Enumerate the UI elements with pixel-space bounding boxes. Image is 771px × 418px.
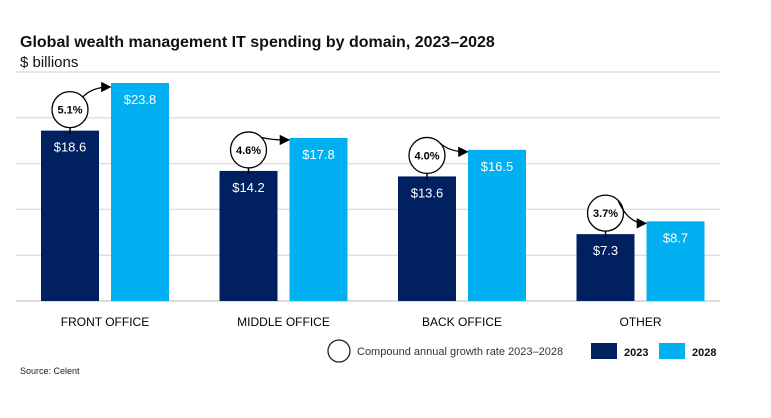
bar-2028: [289, 137, 348, 301]
bar-2028: [111, 82, 169, 301]
legend-swatch-2023: [591, 343, 617, 359]
category-label: MIDDLE OFFICE: [237, 315, 330, 329]
cagr-label: 4.6%: [236, 145, 261, 157]
source-note: Source: Celent: [20, 366, 80, 376]
data-label: $16.5: [481, 159, 514, 174]
cagr-label: 5.1%: [57, 105, 82, 117]
legend-swatch-2028: [659, 343, 685, 359]
growth-arrow: [260, 134, 291, 146]
data-label: $13.6: [411, 185, 444, 200]
data-label: $8.7: [663, 230, 688, 245]
data-label: $23.8: [124, 92, 157, 107]
legend-cagr-label: Compound annual growth rate 2023–2028: [357, 346, 563, 358]
legend-label-2023: 2023: [624, 347, 648, 359]
legend-label-2028: 2028: [692, 347, 716, 359]
cagr-circle: [408, 136, 446, 175]
data-label: $17.8: [302, 147, 335, 162]
data-label: $7.3: [593, 243, 618, 258]
bar-2023: [576, 234, 635, 301]
bar-2028: [468, 149, 526, 301]
cagr-label: 3.7%: [593, 208, 618, 220]
category-label: FRONT OFFICE: [61, 315, 149, 329]
growth-arrow: [617, 200, 648, 229]
growth-arrow: [82, 81, 112, 98]
category-label: OTHER: [620, 315, 662, 329]
bar-2023: [219, 170, 278, 301]
category-label: BACK OFFICE: [422, 315, 502, 329]
chart-title: Global wealth management IT spending by …: [20, 34, 495, 51]
bar-2023: [41, 130, 99, 301]
legend-cagr-icon: [327, 339, 351, 363]
cagr-label: 4.0%: [414, 150, 439, 162]
cagr-circle: [586, 194, 625, 232]
data-label: $14.2: [232, 180, 265, 195]
bar-2028: [646, 221, 705, 301]
bar-2023: [398, 176, 456, 301]
growth-arrow: [439, 142, 469, 158]
chart-subtitle: $ billions: [20, 54, 79, 71]
data-label: $18.6: [54, 140, 87, 155]
cagr-circle: [51, 90, 89, 129]
cagr-circle: [229, 131, 268, 169]
